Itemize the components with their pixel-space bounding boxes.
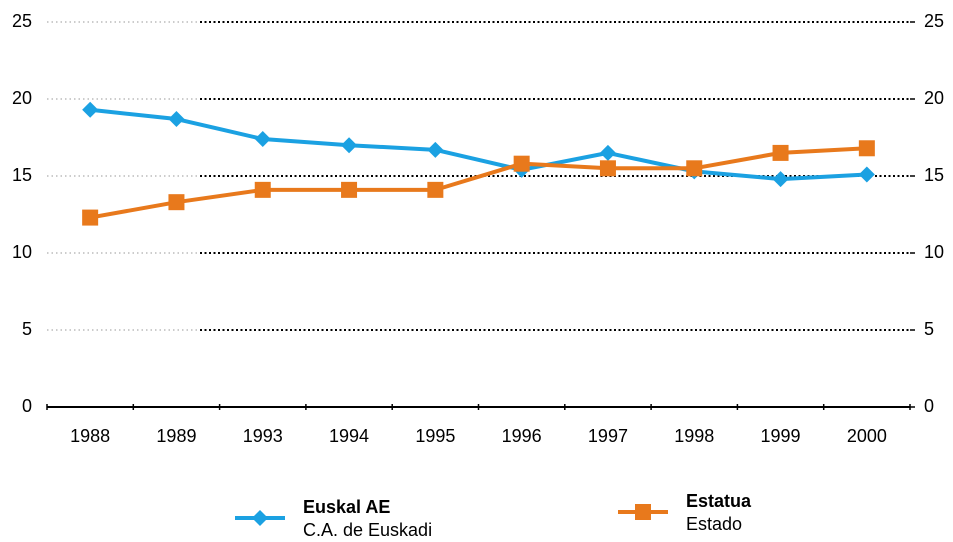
legend-marker bbox=[635, 504, 651, 520]
data-point bbox=[82, 209, 99, 226]
data-point bbox=[772, 171, 789, 188]
data-point bbox=[599, 160, 616, 177]
y-tick-label: 25 bbox=[12, 11, 32, 31]
x-tick-label: 1989 bbox=[156, 426, 196, 446]
legend-sublabel: C.A. de Euskadi bbox=[303, 520, 432, 540]
x-tick-label: 1994 bbox=[329, 426, 369, 446]
y-tick-label: 10 bbox=[12, 242, 32, 262]
data-point bbox=[599, 144, 616, 161]
series-line bbox=[89, 107, 867, 182]
y-tick-label: 5 bbox=[22, 319, 32, 339]
data-point bbox=[686, 160, 703, 177]
data-point bbox=[82, 101, 99, 118]
data-point bbox=[168, 194, 185, 211]
legend-label: Estatua bbox=[686, 491, 752, 511]
data-point bbox=[772, 144, 789, 161]
y2-tick-label: 25 bbox=[924, 11, 944, 31]
x-tick-label: 1998 bbox=[674, 426, 714, 446]
series-line bbox=[89, 146, 867, 220]
data-point bbox=[858, 140, 875, 157]
data-point bbox=[341, 137, 358, 154]
data-point bbox=[254, 181, 271, 198]
data-point bbox=[168, 111, 185, 128]
legend-marker bbox=[252, 510, 268, 526]
data-point bbox=[427, 181, 444, 198]
data-point bbox=[341, 181, 358, 198]
x-tick-label: 1988 bbox=[70, 426, 110, 446]
y-tick-label: 0 bbox=[22, 396, 32, 416]
data-point bbox=[254, 131, 271, 148]
data-point bbox=[513, 155, 530, 172]
x-tick-label: 1993 bbox=[243, 426, 283, 446]
y2-tick-label: 5 bbox=[924, 319, 934, 339]
x-tick-label: 1995 bbox=[415, 426, 455, 446]
x-tick-label: 1997 bbox=[588, 426, 628, 446]
x-tick-label: 1996 bbox=[502, 426, 542, 446]
y2-tick-label: 0 bbox=[924, 396, 934, 416]
legend-sublabel: Estado bbox=[686, 514, 742, 534]
legend-label: Euskal AE bbox=[303, 497, 390, 517]
x-tick-label: 1999 bbox=[761, 426, 801, 446]
y-tick-label: 20 bbox=[12, 88, 32, 108]
data-point bbox=[427, 141, 444, 158]
x-tick-label: 2000 bbox=[847, 426, 887, 446]
y2-tick-label: 20 bbox=[924, 88, 944, 108]
y2-tick-label: 10 bbox=[924, 242, 944, 262]
y2-tick-label: 15 bbox=[924, 165, 944, 185]
data-point bbox=[858, 166, 875, 183]
y-tick-label: 15 bbox=[12, 165, 32, 185]
